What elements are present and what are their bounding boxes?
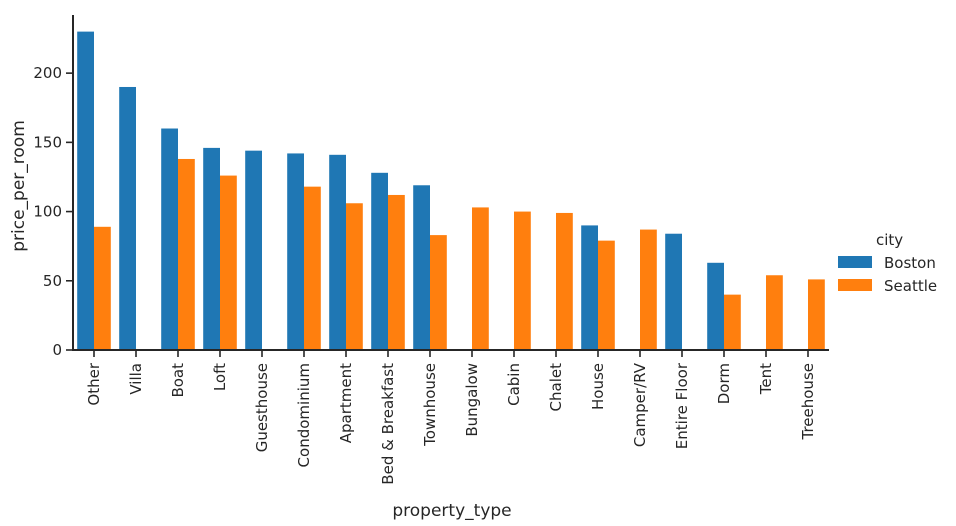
bar-seattle-3 (220, 175, 237, 350)
bar-seattle-2 (178, 158, 195, 350)
bar-boston-3 (203, 147, 220, 350)
x-tick-label: Chalet (547, 363, 565, 412)
bar-seattle-17 (808, 279, 825, 350)
bar-seattle-12 (598, 240, 615, 350)
bar-seattle-11 (556, 212, 573, 350)
x-tick-label: Loft (211, 363, 229, 391)
bar-seattle-7 (388, 194, 405, 350)
bars-layer (77, 31, 825, 351)
y-tick-label: 100 (33, 203, 62, 221)
x-ticks: Other Villa Boat Loft Guesthouse Condominium A… (85, 350, 817, 485)
x-tick-label: Dorm (715, 363, 733, 404)
bar-boston-0 (77, 31, 94, 351)
y-tick-label: 50 (43, 272, 62, 290)
bar-boston-1 (119, 86, 136, 350)
x-tick-label: House (589, 363, 607, 410)
legend-swatch-seattle (838, 279, 872, 291)
bar-boston-14 (665, 233, 682, 350)
bar-seattle-6 (346, 203, 363, 350)
y-tick-label: 200 (33, 64, 62, 82)
bar-boston-12 (581, 225, 598, 350)
bar-boston-6 (329, 154, 346, 350)
x-tick-label: Boat (169, 363, 187, 398)
x-tick-label: Entire Floor (673, 362, 691, 449)
x-tick-label: Bungalow (463, 363, 481, 437)
bar-seattle-15 (724, 294, 741, 350)
legend-title: city (876, 231, 903, 249)
x-tick-label: Apartment (337, 363, 355, 443)
x-tick-label: Guesthouse (253, 363, 271, 452)
x-tick-label: Condominium (295, 363, 313, 467)
bar-seattle-16 (766, 275, 783, 350)
y-tick-label: 150 (33, 133, 62, 151)
x-tick-label: Camper/RV (631, 362, 649, 447)
bar-seattle-9 (472, 207, 489, 350)
bar-boston-4 (245, 150, 262, 350)
bar-seattle-8 (430, 235, 447, 350)
bar-boston-8 (413, 185, 430, 350)
y-tick-label: 0 (52, 341, 62, 359)
bar-seattle-13 (640, 229, 657, 350)
bar-boston-2 (161, 128, 178, 350)
x-tick-label: Treehouse (799, 363, 817, 441)
x-tick-label: Villa (127, 363, 145, 395)
x-tick-label: Cabin (505, 363, 523, 406)
bar-seattle-10 (514, 211, 531, 350)
axes-layer (72, 15, 829, 351)
y-ticks: 0 50 100 150 200 (33, 64, 73, 359)
y-axis-title: price_per_room (9, 120, 29, 252)
legend-swatch-boston (838, 256, 872, 268)
x-tick-label: Bed & Breakfast (379, 363, 397, 485)
legend-label-seattle: Seattle (884, 277, 937, 295)
bar-seattle-5 (304, 186, 321, 350)
bar-boston-7 (371, 172, 388, 350)
x-tick-label: Tent (757, 363, 775, 395)
x-tick-label: Townhouse (421, 363, 439, 447)
x-tick-label: Other (85, 362, 103, 405)
bar-boston-5 (287, 153, 304, 350)
legend-label-boston: Boston (884, 254, 936, 272)
bar-seattle-0 (94, 226, 111, 350)
legend: city Boston Seattle (838, 231, 937, 295)
bar-boston-15 (707, 262, 724, 350)
x-axis-title: property_type (392, 501, 511, 521)
